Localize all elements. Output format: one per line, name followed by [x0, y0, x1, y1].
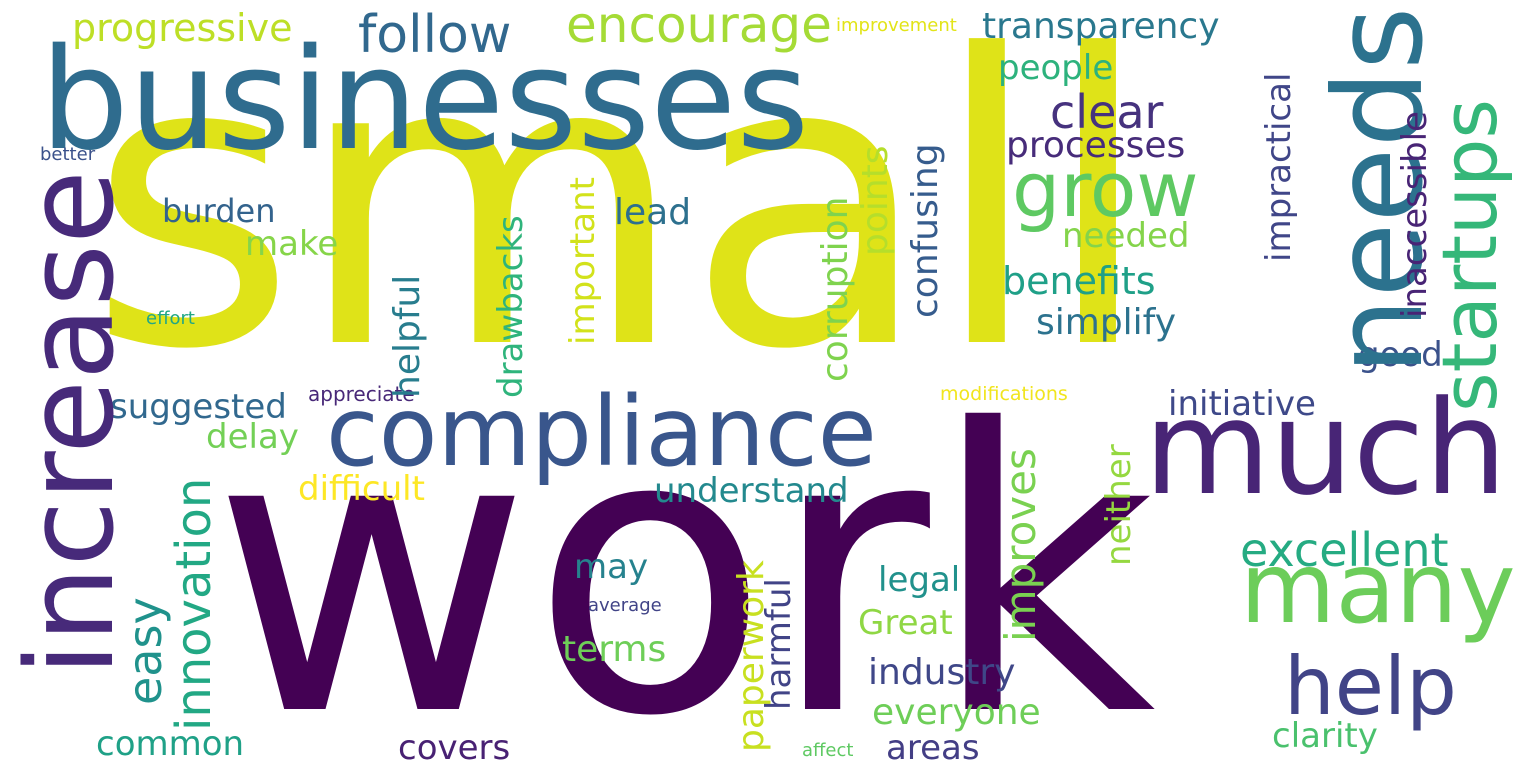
word-small: small: [88, 0, 1154, 437]
word-Great: Great: [858, 603, 953, 643]
word-confusing: confusing: [905, 143, 946, 318]
word-processes: processes: [1006, 125, 1186, 166]
word-follow: follow: [358, 5, 512, 65]
word-increase: increase: [2, 170, 141, 676]
word-important: important: [563, 177, 603, 345]
word-helpful: helpful: [387, 274, 428, 398]
word-delay: delay: [206, 417, 299, 457]
word-terms: terms: [562, 629, 667, 670]
word-needed: needed: [1062, 216, 1190, 256]
word-good: good: [1358, 335, 1443, 375]
word-transparency: transparency: [982, 6, 1220, 47]
word-understand: understand: [654, 471, 849, 511]
word-corruption: corruption: [815, 196, 856, 382]
word-effort: effort: [146, 308, 195, 329]
word-grow: grow: [1012, 145, 1199, 234]
word-legal: legal: [878, 560, 961, 600]
word-much: much: [1144, 372, 1507, 524]
word-difficult: difficult: [298, 469, 425, 509]
word-may: may: [574, 547, 649, 587]
word-everyone: everyone: [872, 692, 1041, 733]
word-impractical: impractical: [1259, 72, 1299, 262]
word-startups: startups: [1425, 98, 1514, 412]
word-initiative: initiative: [1168, 384, 1316, 424]
word-common: common: [96, 724, 245, 764]
word-progressive: progressive: [72, 6, 293, 50]
word-suggested: suggested: [110, 387, 287, 427]
word-average: average: [588, 595, 662, 616]
word-affect: affect: [802, 740, 854, 761]
word-people: people: [998, 48, 1114, 88]
word-industry: industry: [868, 652, 1016, 693]
word-encourage: encourage: [566, 0, 832, 54]
word-inaccessible: inaccessible: [1395, 111, 1435, 318]
word-simplify: simplify: [1036, 302, 1177, 343]
word-compliance: compliance: [326, 376, 877, 488]
word-innovation: innovation: [166, 477, 222, 731]
word-points: points: [855, 145, 896, 256]
word-modifications: modifications: [940, 383, 1068, 405]
word-excellent: excellent: [1240, 523, 1449, 577]
word-benefits: benefits: [1002, 259, 1156, 303]
word-improvement: improvement: [836, 15, 957, 36]
word-clarity: clarity: [1272, 716, 1378, 756]
word-harmful: harmful: [759, 578, 799, 710]
word-many: many: [1240, 532, 1516, 646]
word-covers: covers: [398, 728, 511, 768]
word-clear: clear: [1050, 85, 1164, 139]
word-better: better: [40, 144, 96, 165]
word-lead: lead: [614, 192, 692, 233]
word-burden: burden: [162, 192, 276, 230]
word-easy: easy: [118, 597, 172, 705]
word-make: make: [245, 224, 339, 264]
word-businesses: businesses: [40, 19, 810, 182]
word-neither: neither: [1099, 444, 1139, 566]
word-areas: areas: [886, 728, 980, 768]
word-work: work: [212, 347, 1156, 779]
word-drawbacks: drawbacks: [491, 215, 531, 398]
word-help: help: [1284, 640, 1457, 733]
word-improves: improves: [996, 448, 1045, 642]
word-appreciate: appreciate: [308, 382, 415, 406]
